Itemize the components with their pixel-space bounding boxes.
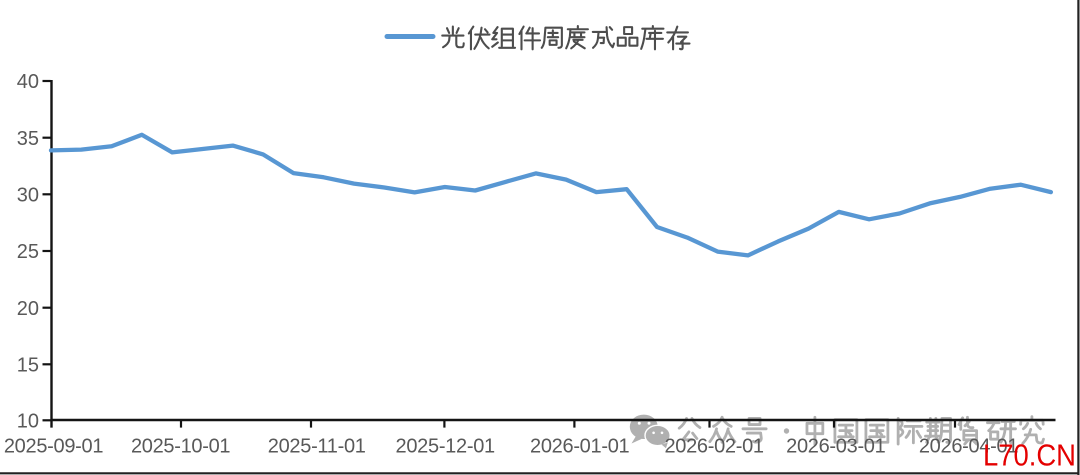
svg-text:2026-03-01: 2026-03-01	[786, 436, 885, 458]
svg-text:2025-10-01: 2025-10-01	[131, 436, 230, 458]
svg-text:L70.CN: L70.CN	[983, 438, 1076, 472]
svg-text:2025-09-01: 2025-09-01	[4, 436, 103, 458]
svg-text:2025-11-01: 2025-11-01	[268, 436, 366, 458]
svg-text:2026-02-01: 2026-02-01	[664, 436, 763, 458]
svg-text:25: 25	[17, 241, 39, 263]
svg-text:40: 40	[17, 71, 39, 93]
svg-text:35: 35	[17, 128, 39, 150]
svg-text:30: 30	[17, 185, 39, 207]
svg-text:2025-12-01: 2025-12-01	[396, 436, 495, 458]
svg-text:2026-01-01: 2026-01-01	[530, 436, 629, 458]
svg-text:20: 20	[17, 298, 39, 320]
svg-text:10: 10	[17, 411, 39, 433]
svg-text:15: 15	[17, 355, 39, 377]
svg-text:2026-04-01: 2026-04-01	[919, 436, 1018, 458]
